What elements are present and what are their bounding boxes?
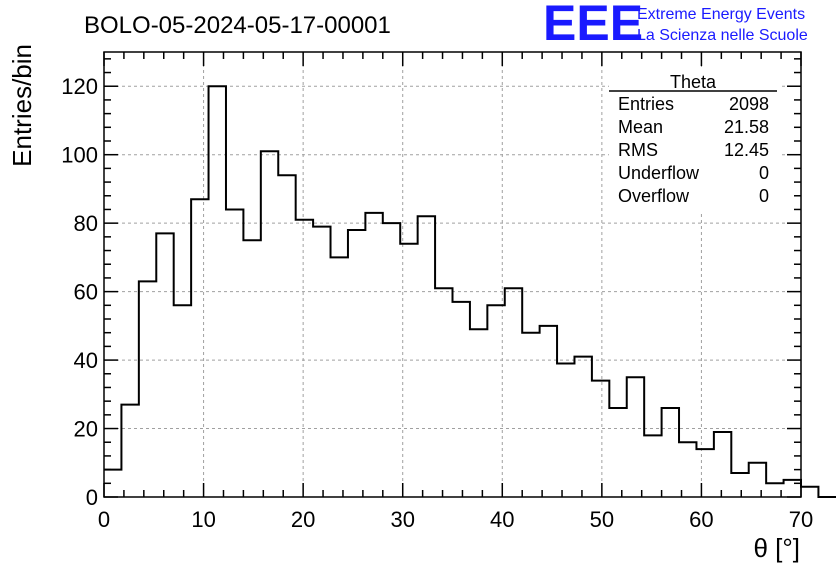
histogram-bin (139, 281, 156, 497)
histogram-outline (104, 85, 836, 498)
y-axis-label: Entries/bin (7, 44, 37, 167)
histogram-bin (540, 326, 557, 497)
histogram-bin (679, 442, 696, 497)
stats-row-label: Underflow (618, 163, 700, 183)
x-tick-label: 60 (689, 507, 713, 532)
histogram-bin (331, 257, 348, 497)
histogram-bin (191, 199, 208, 497)
x-tick-label: 10 (191, 507, 215, 532)
histogram-bin (453, 302, 470, 497)
chart-title: BOLO-05-2024-05-17-00001 (84, 12, 391, 39)
histogram-bin (784, 480, 801, 497)
histogram-bin (662, 408, 679, 497)
y-tick-label: 60 (74, 280, 98, 305)
histogram-bin (801, 487, 818, 497)
x-tick-label: 0 (98, 507, 110, 532)
stats-row-value: 0 (759, 163, 769, 183)
stats-row-value: 0 (759, 186, 769, 206)
stats-row-label: RMS (618, 140, 658, 160)
y-tick-label: 120 (61, 74, 98, 99)
stats-row-value: 12.45 (724, 140, 769, 160)
histogram-bin (174, 305, 191, 497)
y-tick-label: 100 (61, 143, 98, 168)
histogram-bin (731, 473, 748, 497)
x-tick-label: 30 (390, 507, 414, 532)
histogram-bin (156, 233, 173, 497)
histogram-bin (505, 288, 522, 497)
histogram-bin (383, 223, 400, 497)
y-tick-label: 20 (74, 417, 98, 442)
histogram-bin (714, 432, 731, 497)
histogram-bin (296, 220, 313, 497)
stats-row-value: 21.58 (724, 117, 769, 137)
y-tick-label: 80 (74, 211, 98, 236)
stats-row-label: Overflow (618, 186, 690, 206)
stats-row-value: 2098 (729, 94, 769, 114)
logo-line-1: Extreme Energy Events (637, 6, 805, 23)
histogram-bin (696, 449, 713, 497)
x-tick-label: 50 (590, 507, 614, 532)
stats-box-title: Theta (670, 72, 717, 92)
stats-row-label: Mean (618, 117, 663, 137)
histogram-bin (418, 216, 435, 497)
histogram-bin (470, 329, 487, 497)
histogram-bin (365, 213, 382, 497)
x-tick-label: 70 (789, 507, 813, 532)
histogram-bin (226, 209, 243, 497)
x-tick-labels: 0 10 20 30 40 50 60 70 (98, 507, 813, 532)
histogram-bin (592, 381, 609, 497)
plot-frame (103, 51, 802, 498)
histogram-bin (261, 151, 278, 497)
x-axis-label: θ [°] (753, 533, 800, 563)
y-tick-label: 0 (86, 485, 98, 510)
histogram-bin (609, 408, 626, 497)
x-tick-label: 20 (291, 507, 315, 532)
stats-box: Theta Entries 2098 Mean 21.58 RMS 12.45 Underf… (609, 70, 779, 214)
histogram-bin (644, 435, 661, 497)
y-tick-label: 40 (74, 348, 98, 373)
stats-row-label: Entries (618, 94, 674, 114)
histogram-bin (348, 230, 365, 497)
histogram-bin (313, 227, 330, 497)
logo-line-2: La Scienza nelle Scuole (637, 27, 808, 44)
stats-rows: Entries 2098 Mean 21.58 RMS 12.45 Underflow 0 Ov… (618, 94, 769, 206)
histogram-bin (522, 333, 539, 497)
histogram-bin (574, 357, 591, 497)
stats-box-background (609, 70, 779, 214)
histogram-bin (435, 288, 452, 497)
histogram-bin (243, 240, 260, 497)
histogram-bin (209, 86, 226, 497)
histogram-bin (557, 364, 574, 498)
axis-ticks (103, 52, 802, 498)
logo-mark: EEE (543, 0, 643, 51)
y-tick-labels: 0 20 40 60 80 100 120 (61, 74, 98, 510)
eee-logo: EEE Extreme Energy Events La Scienza nel… (543, 0, 808, 51)
histogram-bin (749, 463, 766, 497)
grid (104, 52, 801, 497)
x-tick-label: 40 (490, 507, 514, 532)
histogram-bin (121, 405, 138, 497)
histogram-bin (627, 377, 644, 497)
